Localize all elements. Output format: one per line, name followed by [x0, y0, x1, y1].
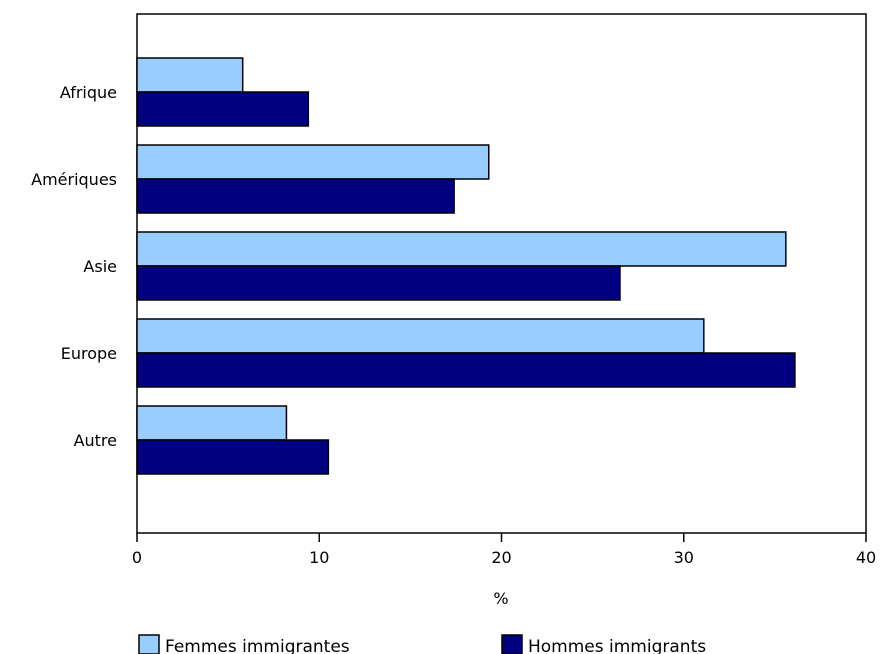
bar-hommes-4 [136, 352, 796, 388]
x-tick-label: 40 [856, 548, 876, 567]
bar-femmes-2 [136, 144, 490, 180]
category-labels: Afrique Amériques Asie Europe Autre [31, 83, 117, 450]
category-label: Amériques [31, 170, 117, 189]
legend: Femmes immigrantes Hommes immigrants [138, 634, 706, 654]
bar-femmes-5 [136, 405, 288, 441]
x-axis: 0 10 20 30 40 [132, 533, 876, 567]
legend-label-hommes: Hommes immigrants [528, 637, 706, 654]
category-label: Asie [83, 257, 117, 276]
bar-femmes-4 [136, 318, 705, 354]
legend-label-femmes: Femmes immigrantes [165, 637, 350, 654]
bar-hommes-5 [136, 439, 330, 475]
x-tick-label: 0 [132, 548, 142, 567]
category-label: Europe [61, 344, 117, 363]
legend-swatch-femmes [138, 634, 160, 654]
category-label: Autre [74, 431, 117, 450]
x-axis-title: % [493, 589, 508, 608]
category-label: Afrique [60, 83, 117, 102]
bar-hommes-3 [136, 265, 621, 301]
bars-group [136, 57, 796, 475]
bar-femmes-1 [136, 57, 244, 93]
bar-hommes-1 [136, 91, 310, 127]
bar-femmes-3 [136, 231, 787, 267]
x-tick-label: 30 [674, 548, 694, 567]
bar-hommes-2 [136, 178, 455, 214]
x-tick-label: 10 [309, 548, 329, 567]
x-tick-label: 20 [491, 548, 511, 567]
legend-swatch-hommes [501, 634, 523, 654]
